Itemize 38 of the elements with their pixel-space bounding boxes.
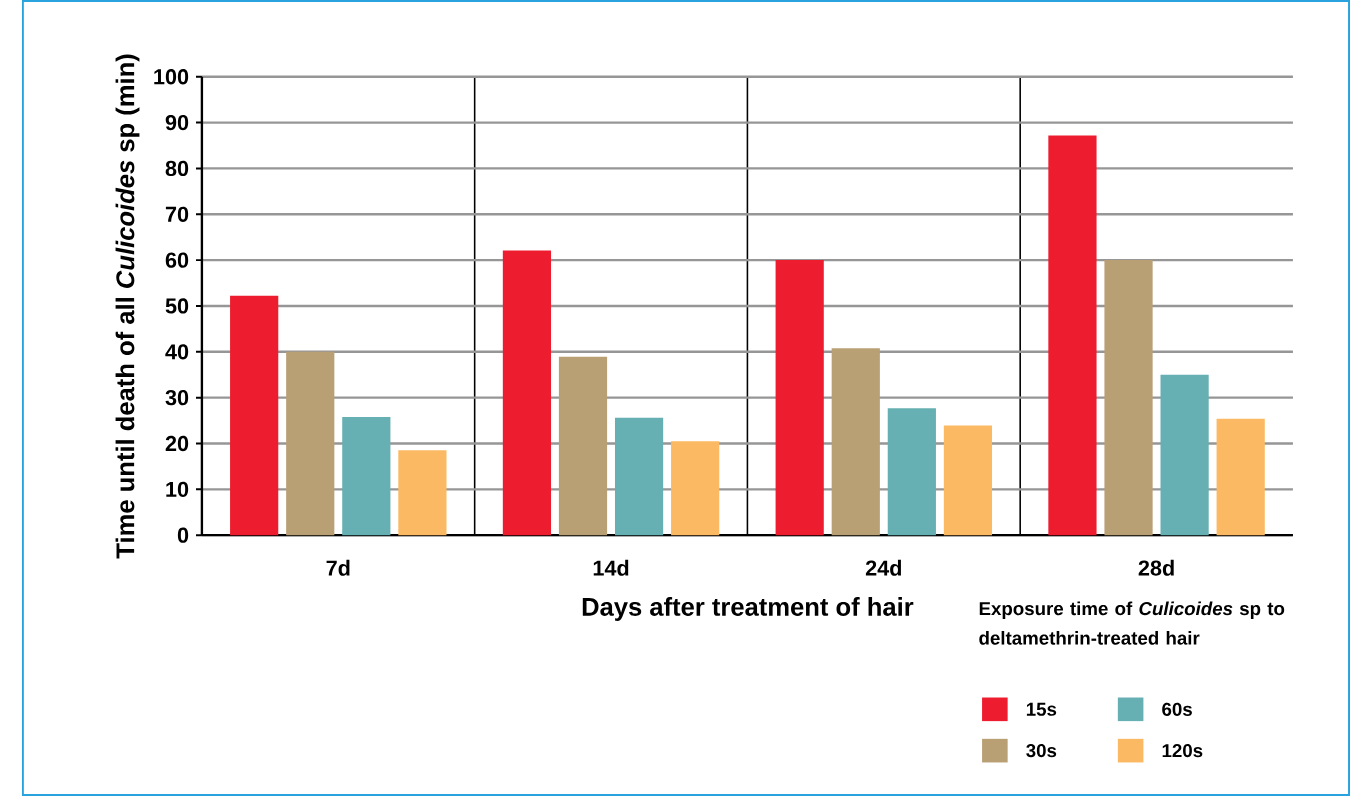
- x-tick-label: 7d: [326, 559, 350, 576]
- bar: [1216, 418, 1265, 536]
- y-tick-label: 70: [165, 206, 189, 222]
- y-tick-label: 0: [177, 527, 189, 543]
- bar: [887, 408, 936, 536]
- bar: [614, 417, 664, 536]
- x-tick-label: 14d: [593, 559, 629, 576]
- legend-label: 120s: [1162, 744, 1203, 758]
- bar: [230, 295, 279, 536]
- bar: [1160, 374, 1209, 536]
- legend-label: 30s: [1026, 744, 1057, 758]
- bar: [342, 416, 391, 536]
- y-tick-label: 90: [165, 114, 189, 131]
- y-tick-label: 30: [165, 390, 189, 406]
- y-tick-label: 10: [166, 481, 189, 498]
- x-tick-label: 28d: [1138, 559, 1174, 576]
- y-axis-title: Time until death of all Culicoides sp (min): [115, 54, 140, 559]
- bar: [398, 450, 447, 536]
- bar: [558, 356, 608, 536]
- bar: [502, 250, 552, 536]
- x-tick-label: 24d: [865, 559, 902, 576]
- y-tick-label: 100: [154, 69, 189, 85]
- y-tick-label: 50: [165, 298, 189, 314]
- y-tick-label: 60: [165, 252, 189, 268]
- x-axis-title: Days after treatment of hair: [582, 597, 914, 622]
- bar: [943, 425, 993, 536]
- bar: [671, 441, 720, 536]
- y-tick-label: 80: [165, 160, 189, 177]
- y-tick-label: 20: [165, 435, 189, 452]
- y-tick-label: 40: [165, 344, 189, 360]
- bar: [775, 260, 824, 536]
- bar: [831, 348, 880, 536]
- text: Exposure time of Culicoides sp to deltamethrin-treated hair: [979, 601, 1285, 645]
- legend-label: 60s: [1162, 702, 1192, 716]
- bar: [1048, 135, 1097, 536]
- bar: [286, 351, 335, 536]
- bar: [1104, 260, 1153, 536]
- legend-label: 15s: [1026, 702, 1057, 716]
